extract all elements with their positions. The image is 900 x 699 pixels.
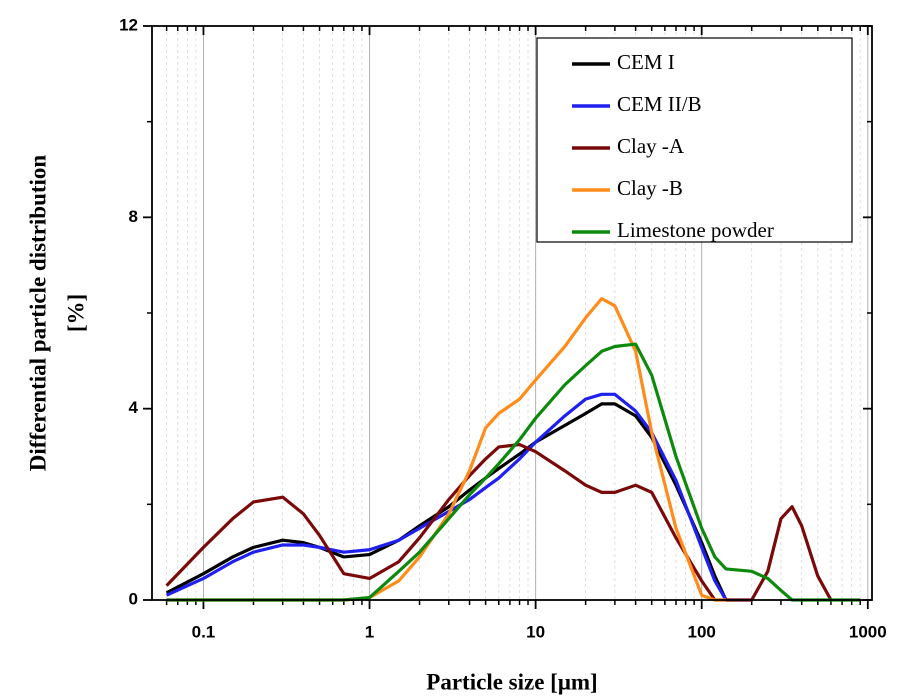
x-tick-label: 0.1 — [192, 622, 216, 641]
x-tick-label: 1000 — [849, 622, 887, 641]
plot-frame — [151, 25, 873, 601]
x-axis-label: Particle size [μm] — [426, 669, 597, 694]
legend-label: Clay -A — [617, 134, 685, 158]
series-line — [166, 342, 861, 602]
y-axis-label: [%] — [63, 294, 88, 332]
x-tick-label: 100 — [688, 622, 716, 641]
y-tick-label: 4 — [129, 398, 139, 417]
y-tick-label: 12 — [119, 15, 138, 34]
series-line — [165, 392, 728, 601]
legend-label: Limestone powder — [617, 218, 774, 242]
y-tick-label: 0 — [129, 589, 138, 608]
y-tick-label: 8 — [129, 207, 138, 226]
legend-label: Clay -B — [617, 176, 683, 200]
legend-label: CEM I — [617, 50, 675, 74]
x-tick-label: 10 — [526, 622, 545, 641]
y-axis-label: Differential particle distribution — [25, 155, 50, 472]
legend-box — [536, 37, 853, 243]
x-tick-label: 1 — [365, 622, 374, 641]
series-line — [165, 442, 833, 602]
legend-label: CEM II/B — [617, 92, 702, 116]
